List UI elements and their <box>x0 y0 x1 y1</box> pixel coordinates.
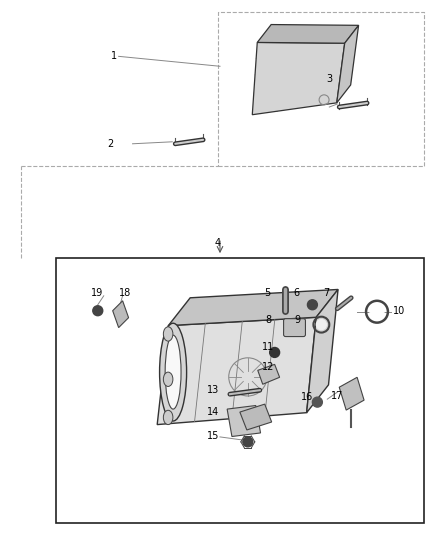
Text: 13: 13 <box>207 385 219 395</box>
Text: 2: 2 <box>108 139 114 149</box>
Ellipse shape <box>163 327 173 341</box>
Text: 3: 3 <box>326 74 332 84</box>
Polygon shape <box>337 26 359 103</box>
Polygon shape <box>257 25 359 43</box>
Text: 8: 8 <box>265 314 272 325</box>
Ellipse shape <box>163 372 173 386</box>
Text: 15: 15 <box>207 431 219 441</box>
Circle shape <box>370 305 384 319</box>
FancyBboxPatch shape <box>283 319 305 336</box>
Text: 12: 12 <box>261 362 274 373</box>
Circle shape <box>243 437 253 447</box>
Text: 17: 17 <box>331 391 343 401</box>
Text: 4: 4 <box>215 238 221 248</box>
Circle shape <box>316 320 326 329</box>
Bar <box>56 258 424 523</box>
Text: 18: 18 <box>118 288 131 298</box>
Circle shape <box>312 397 322 407</box>
Text: 10: 10 <box>393 306 405 316</box>
Text: 1: 1 <box>111 51 117 61</box>
Polygon shape <box>339 377 364 410</box>
Circle shape <box>93 306 103 316</box>
Text: 11: 11 <box>261 343 274 352</box>
Text: 9: 9 <box>294 314 300 325</box>
Polygon shape <box>113 301 129 328</box>
Polygon shape <box>227 406 261 437</box>
Polygon shape <box>168 289 338 326</box>
Polygon shape <box>240 404 272 430</box>
Ellipse shape <box>163 410 173 425</box>
Text: 5: 5 <box>265 288 271 298</box>
Polygon shape <box>258 365 279 384</box>
Bar <box>218 12 424 166</box>
Text: 19: 19 <box>91 288 103 298</box>
Polygon shape <box>157 317 316 425</box>
Text: 7: 7 <box>323 288 329 298</box>
Text: 6: 6 <box>293 288 300 298</box>
Circle shape <box>307 300 318 310</box>
Ellipse shape <box>165 335 181 409</box>
Polygon shape <box>252 43 345 115</box>
Circle shape <box>270 348 279 358</box>
Text: 16: 16 <box>301 392 314 402</box>
Polygon shape <box>307 289 338 413</box>
Ellipse shape <box>159 323 187 421</box>
Text: 14: 14 <box>207 407 219 417</box>
